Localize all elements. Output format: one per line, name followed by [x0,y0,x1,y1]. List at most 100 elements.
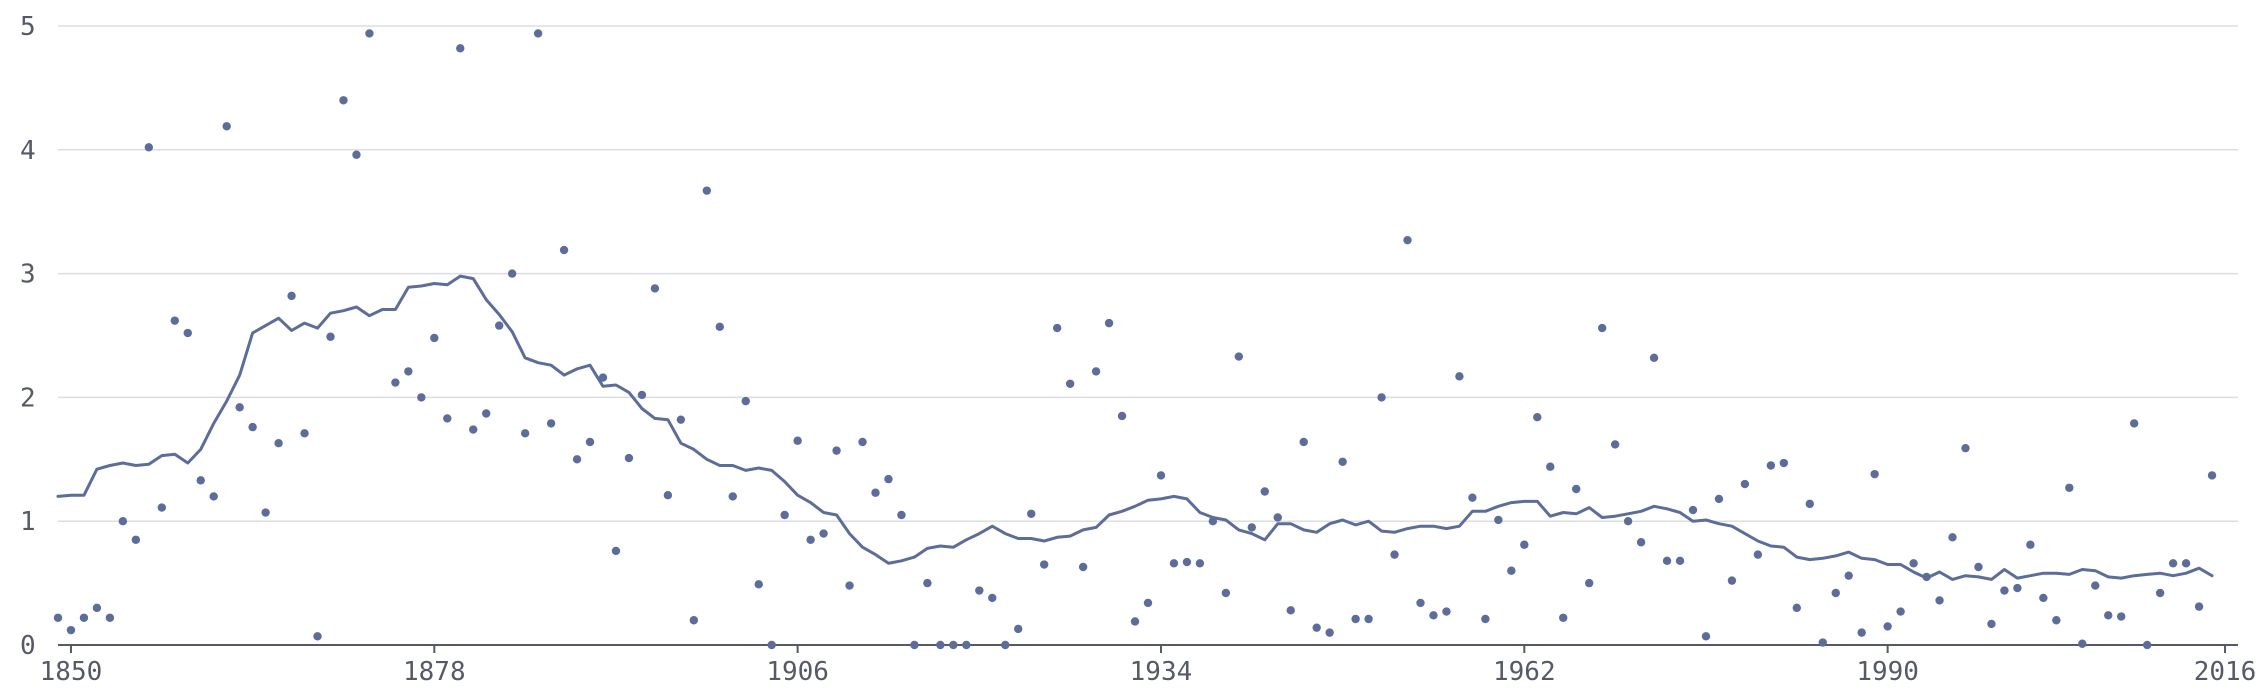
scatter-point [962,640,971,650]
scatter-point [936,640,945,650]
scatter-point [1364,614,1373,624]
scatter-point [611,546,621,556]
trend-line [56,274,2214,581]
scatter-point [1027,509,1036,518]
scatter-point [79,613,89,622]
scatter-point [53,613,63,622]
scatter-point [1572,484,1581,494]
scatter-point [1688,505,1698,515]
scatter-point [637,390,647,400]
scatter-point [1662,556,1672,566]
scatter-point [131,535,141,544]
scatter-point [2000,586,2009,595]
y-tick-label: 0 [20,631,36,661]
scatter-point [1675,556,1685,566]
scatter-point [1935,596,1944,605]
scatter-point [1740,479,1750,489]
scatter-point [1221,588,1231,598]
scatter-point [118,517,128,526]
scatter-point [1390,550,1399,559]
scatter-point [1429,611,1438,620]
scatter-point [1974,562,1983,572]
scatter-point [2207,471,2217,480]
scatter-point [988,593,997,603]
scatter-point [261,508,270,517]
scatter-point [624,453,634,463]
scatter-point [1117,411,1127,421]
scatter-point [1014,624,1023,634]
scatter-point [1792,603,1802,613]
scatter-point [157,503,167,512]
scatter-point [1766,461,1776,470]
x-tick-label: 1878 [403,657,466,687]
x-tick-label: 1990 [1856,657,1919,687]
scatter-point [1091,367,1101,376]
scatter-point [1896,607,1905,616]
scatter-point [1481,614,1490,624]
scatter-point [2142,640,2152,650]
scatter-point [1870,469,1879,479]
scatter-point [780,510,789,520]
scatter-point [2117,612,2126,621]
scatter-point [1507,566,1516,575]
scatter-point [1351,614,1360,624]
scatter-point [300,429,309,438]
scatter-point [1195,559,1205,568]
scatter-point [975,586,984,595]
scatter-point [1610,440,1620,449]
scatter-point [2129,419,2139,428]
scatter-point [1247,523,1257,532]
scatter-point [1377,393,1386,402]
scatter-point [443,414,452,423]
scatter-point [1273,513,1282,522]
scatter-point [676,415,686,424]
scatter-point [1701,632,1711,641]
scatter-point [2026,540,2035,549]
scatter-point [1714,494,1724,504]
scatter-point [1286,606,1295,615]
scatter-point [845,581,854,590]
scatter-point [1299,437,1308,447]
scatter-point [1844,571,1853,580]
y-tick-label: 3 [20,260,36,290]
scatter-point [767,640,776,650]
scatter-point [66,625,76,635]
scatter-point [1130,617,1140,626]
scatter-point [1338,457,1347,466]
scatter-point [1533,413,1542,422]
scatter-point [2091,581,2100,590]
scatter-point [222,122,231,131]
scatter-point [2168,559,2178,568]
scatter-point [248,422,257,432]
scatter-point [352,150,361,159]
scatter-point [793,436,802,445]
x-tick-label: 1850 [40,657,103,687]
scatter-point [884,474,893,484]
scatter-point [1455,372,1464,381]
scatter-point [92,603,102,613]
y-tick-label: 2 [20,383,36,413]
scatter-point [1636,538,1646,547]
scatter-point [650,284,660,293]
scatter-point [1948,533,1957,542]
scatter-point [819,529,828,538]
scatter-point [1649,353,1659,362]
scatter-point [1597,323,1607,333]
scatter-point [949,640,958,650]
scatter-point [274,439,283,448]
scatter-point [585,437,595,447]
scatter-point [832,446,841,455]
scatter-point [2013,583,2022,593]
x-tick-label: 1962 [1493,657,1556,687]
x-tick-label: 2016 [2194,657,2256,687]
scatter-point [1494,515,1503,525]
scatter-point [2065,483,2074,492]
scatter-points [53,29,2217,650]
scatter-point [1818,638,1827,647]
scatter-point [469,425,478,434]
scatter-point [1520,540,1529,549]
scatter-point [910,640,919,650]
scatter-point [1052,323,1062,333]
scatter-point [482,409,491,418]
scatter-point [507,269,517,278]
